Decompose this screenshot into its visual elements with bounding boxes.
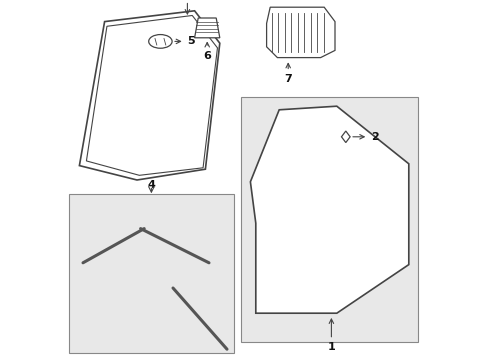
Text: 6: 6	[203, 42, 211, 61]
Polygon shape	[79, 11, 220, 180]
Polygon shape	[267, 7, 335, 58]
Text: 1: 1	[327, 319, 335, 352]
Polygon shape	[250, 106, 409, 313]
Polygon shape	[195, 18, 220, 38]
Bar	[242, 97, 418, 342]
Bar	[69, 194, 234, 353]
Polygon shape	[342, 131, 350, 143]
Text: 3: 3	[184, 0, 191, 14]
Ellipse shape	[148, 35, 172, 48]
Text: 4: 4	[147, 180, 155, 190]
Text: 7: 7	[284, 63, 292, 84]
Text: 5: 5	[175, 36, 195, 46]
Polygon shape	[86, 15, 218, 175]
Text: 2: 2	[353, 132, 379, 142]
